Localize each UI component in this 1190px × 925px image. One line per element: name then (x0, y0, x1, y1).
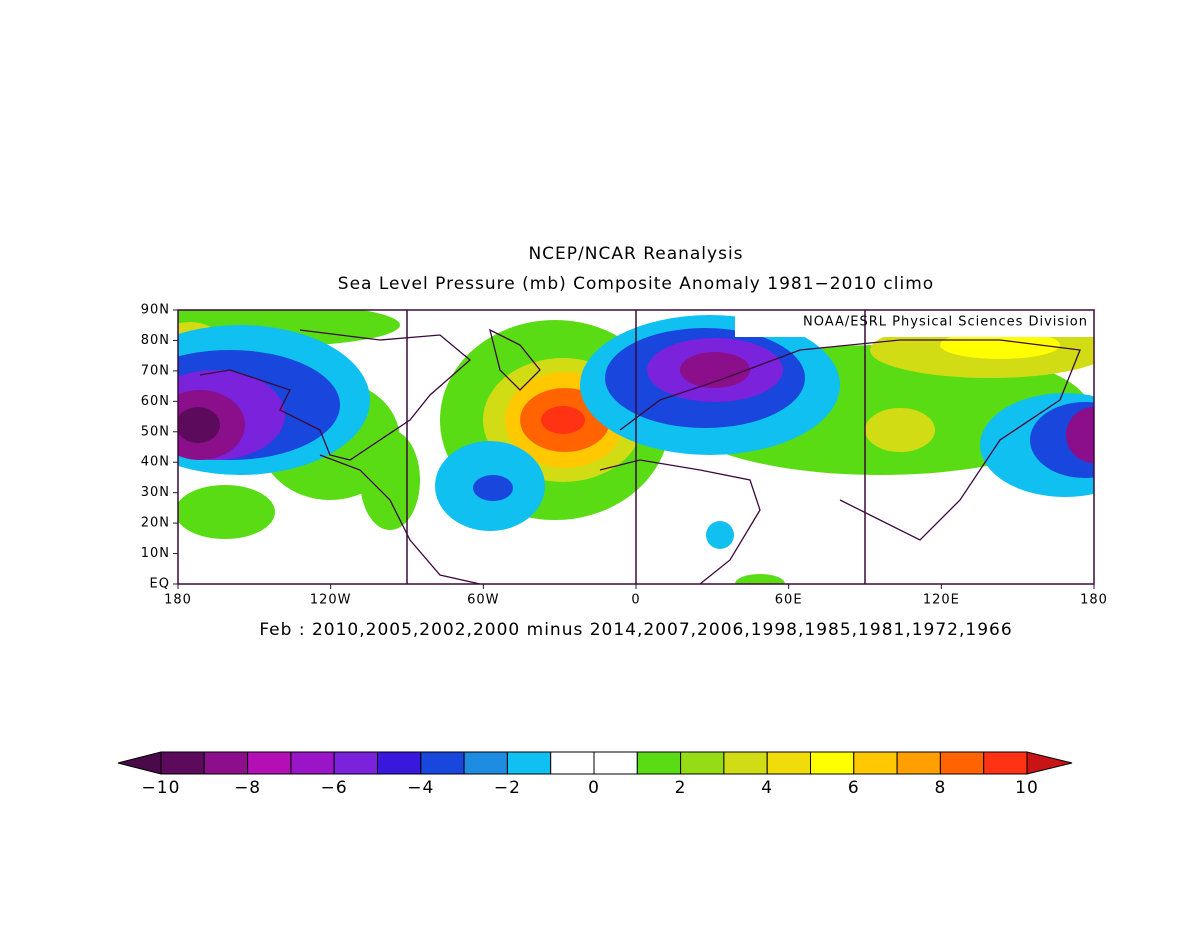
colorbar-label: −4 (407, 778, 434, 798)
lat-tick-label: 30N (141, 485, 170, 500)
colorbar-swatch (810, 751, 855, 775)
contour (735, 574, 785, 584)
lat-tick-label: 90N (141, 303, 170, 318)
meridians (406, 310, 866, 584)
coastlines (199, 328, 1081, 584)
colorbar-swatch (766, 751, 812, 775)
colorbar-swatch (247, 751, 292, 775)
contour (940, 331, 1060, 359)
contour (360, 430, 420, 530)
coast (489, 328, 541, 391)
lon-tick-label: 120E (923, 593, 960, 608)
colorbar-swatch (723, 751, 768, 775)
lat-tick-label: 80N (141, 333, 170, 348)
colorbar-swatch (593, 751, 638, 775)
colorbar-swatch (377, 751, 422, 775)
subtitle: Sea Level Pressure (mb) Composite Anomal… (338, 274, 934, 294)
colorbar-label: −6 (321, 778, 348, 798)
colorbar-swatch (983, 751, 1028, 775)
contour (706, 521, 734, 549)
colorbar-swatch (420, 751, 465, 775)
contour (178, 485, 275, 539)
lon-tick-label: 60W (467, 593, 499, 608)
credit: NOAA/ESRL Physical Sciences Division (803, 315, 1088, 330)
lat-tick-label: 60N (141, 394, 170, 409)
colorbar-label: 10 (1015, 778, 1039, 798)
contour (473, 475, 513, 501)
lon-tick-label: 60E (775, 593, 803, 608)
colorbar-label: 8 (934, 778, 946, 798)
colorbar-swatch (550, 751, 595, 775)
lon-tick-label: 120W (310, 593, 352, 608)
colorbar-swatch (463, 751, 508, 775)
colorbar-label: 2 (675, 778, 687, 798)
lat-tick-label: 20N (141, 516, 170, 531)
lon-tick-label: 0 (631, 593, 640, 608)
colorbar-swatch (160, 751, 205, 775)
contour (541, 406, 585, 434)
lat-tick-label: 70N (141, 363, 170, 378)
colorbar-under (117, 751, 162, 775)
colorbar-label: −10 (142, 778, 181, 798)
lon-tick-label: 180 (164, 593, 192, 608)
colorbar-label: 4 (761, 778, 773, 798)
colorbar-swatch (203, 751, 249, 775)
lon-tick-label: 180 (1080, 593, 1108, 608)
contour (680, 352, 750, 388)
colorbar-swatch (680, 751, 725, 775)
colorbar-over (1026, 751, 1073, 775)
credit-box (735, 310, 1094, 337)
contour (865, 408, 935, 452)
colorbar-label: −8 (234, 778, 261, 798)
coast (319, 454, 481, 584)
colorbar-label: 0 (588, 778, 600, 798)
lat-tick-label: EQ (150, 577, 170, 592)
colorbar-label: 6 (848, 778, 860, 798)
contour (178, 407, 220, 443)
title: NCEP/NCAR Reanalysis (528, 244, 743, 264)
colorbar-swatch (939, 751, 985, 775)
footer: Feb : 2010,2005,2002,2000 minus 2014,200… (259, 620, 1012, 640)
colorbar-swatch (853, 751, 898, 775)
lat-tick-label: 10N (141, 546, 170, 561)
coast (199, 329, 472, 461)
colorbar-swatch (290, 751, 335, 775)
coast (599, 459, 761, 584)
colorbar-swatch (896, 751, 941, 775)
contour (1066, 407, 1094, 463)
colorbar-label: −2 (494, 778, 521, 798)
colorbar-swatch (333, 751, 379, 775)
lat-tick-label: 50N (141, 424, 170, 439)
coast (619, 339, 1081, 541)
colorbar-swatch (506, 751, 552, 775)
lat-tick-label: 40N (141, 455, 170, 470)
colorbar-swatch (636, 751, 682, 775)
